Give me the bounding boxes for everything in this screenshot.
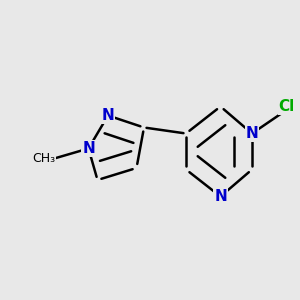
Text: Cl: Cl [278, 99, 295, 114]
Text: CH₃: CH₃ [32, 152, 55, 166]
Text: N: N [246, 126, 258, 141]
Text: N: N [102, 108, 114, 123]
Text: N: N [214, 189, 227, 204]
Text: N: N [82, 141, 95, 156]
